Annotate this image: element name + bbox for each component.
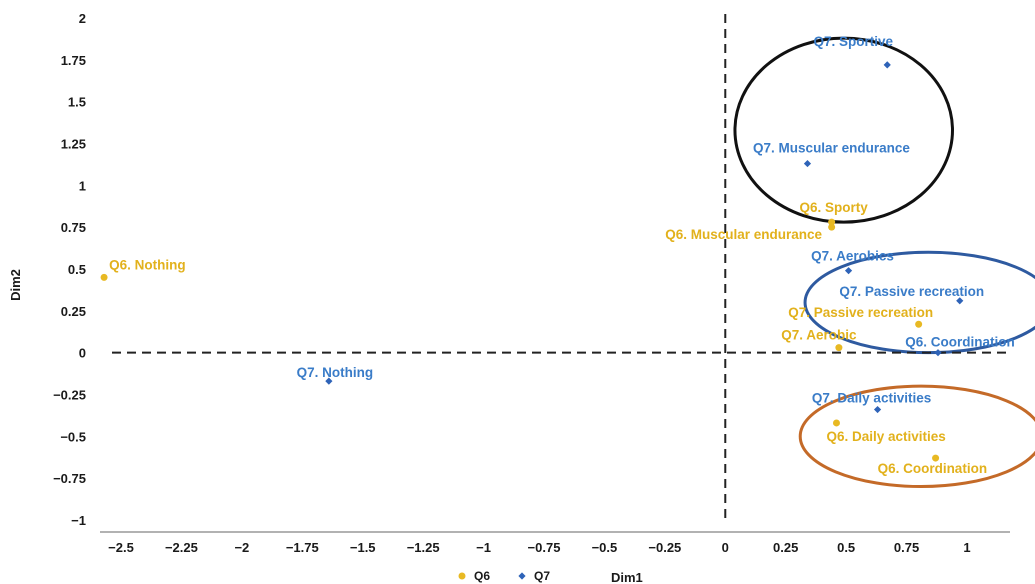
x-tick-label: 0.5 xyxy=(837,540,855,555)
x-tick-label: −0.25 xyxy=(648,540,681,555)
y-tick-label: 1.5 xyxy=(68,95,86,110)
y-tick-label: −0.5 xyxy=(60,429,86,444)
y-tick-label: 1.75 xyxy=(61,53,86,68)
point-label: Q6. Coordination xyxy=(878,461,988,476)
y-tick-label: 1.25 xyxy=(61,137,86,152)
x-tick-label: −2 xyxy=(234,540,249,555)
y-tick-label: 0.75 xyxy=(61,220,86,235)
point-label: Q6. Nothing xyxy=(109,257,186,272)
point-label: Q6. Muscular endurance xyxy=(665,227,822,242)
x-tick-label: −1 xyxy=(476,540,491,555)
x-tick-label: −1.75 xyxy=(286,540,319,555)
y-tick-label: 0.25 xyxy=(61,304,86,319)
point-q7-marker xyxy=(803,159,812,168)
x-tick-label: −1.5 xyxy=(350,540,376,555)
x-tick-label: 0 xyxy=(722,540,729,555)
point-q7-marker xyxy=(934,349,942,357)
point-label: Q7. Sportive xyxy=(813,34,893,49)
ellipse-black xyxy=(733,36,954,224)
y-tick-label: −0.75 xyxy=(53,471,86,486)
legend-marker-q6 xyxy=(458,572,466,580)
x-axis-ticks: −2.5 −2.25 −2 −1.75 −1.5 −1.25 −1 −0.75 −0.5 −0.2… xyxy=(108,540,970,555)
point-label: Q7. Muscular endurance xyxy=(753,141,910,156)
legend: Q6 Q7 xyxy=(458,569,550,583)
point-q6-marker xyxy=(835,344,843,352)
point-q6-marker xyxy=(100,273,108,281)
point-label: Q7. Daily activities xyxy=(812,391,931,406)
x-tick-label: 0.25 xyxy=(773,540,798,555)
legend-marker-q7 xyxy=(518,572,526,580)
y-axis-title: Dim2 xyxy=(8,269,23,301)
x-tick-label: 0.75 xyxy=(894,540,919,555)
y-tick-label: −1 xyxy=(71,513,86,528)
point-q7-marker xyxy=(883,61,891,69)
y-tick-label: 2 xyxy=(79,11,86,26)
x-tick-label: −2.25 xyxy=(165,540,198,555)
y-axis-ticks: 2 1.75 1.5 1.25 1 0.75 0.5 0.25 0 −0.25 −0.5 −0.75 −… xyxy=(53,11,86,528)
point-label: Q7. Aerobics xyxy=(811,249,894,264)
point-label: Q7. Aerobic xyxy=(781,328,857,343)
point-label: Q7. Nothing xyxy=(297,365,374,380)
point-q6-marker xyxy=(915,320,923,328)
point-label: Q7. Passive recreation xyxy=(788,305,933,320)
y-tick-label: −0.25 xyxy=(53,388,86,403)
x-tick-label: −0.5 xyxy=(592,540,618,555)
y-tick-label: 0 xyxy=(79,346,86,361)
ellipse-orange xyxy=(798,384,1035,489)
x-tick-label: −1.25 xyxy=(407,540,440,555)
legend-label-q6: Q6 xyxy=(474,569,490,583)
x-tick-label: −2.5 xyxy=(108,540,134,555)
point-label: Q7. Passive recreation xyxy=(839,284,984,299)
point-q7-marker xyxy=(844,267,853,275)
x-axis-title: Dim1 xyxy=(611,570,643,584)
y-tick-label: 0.5 xyxy=(68,262,86,277)
point-q6-marker xyxy=(932,454,940,462)
x-tick-label: −0.75 xyxy=(528,540,561,555)
point-label: Q6. Sporty xyxy=(800,200,869,215)
point-labels: Q6. Nothing Q6. Sporty Q6. Muscular endura… xyxy=(109,34,1015,476)
point-q6-marker xyxy=(828,218,836,226)
point-q6-marker xyxy=(832,419,840,427)
point-label: Q6. Daily activities xyxy=(826,429,945,444)
point-q7-marker xyxy=(956,297,964,305)
point-q6-marker xyxy=(828,223,836,231)
y-tick-label: 1 xyxy=(79,178,86,193)
point-q7-marker xyxy=(873,405,882,414)
x-tick-label: 1 xyxy=(963,540,970,555)
point-q7-marker xyxy=(325,377,333,385)
axes xyxy=(100,14,1012,533)
legend-label-q7: Q7 xyxy=(534,569,550,583)
point-label: Q6. Coordination xyxy=(905,335,1015,350)
data-points xyxy=(100,61,964,462)
